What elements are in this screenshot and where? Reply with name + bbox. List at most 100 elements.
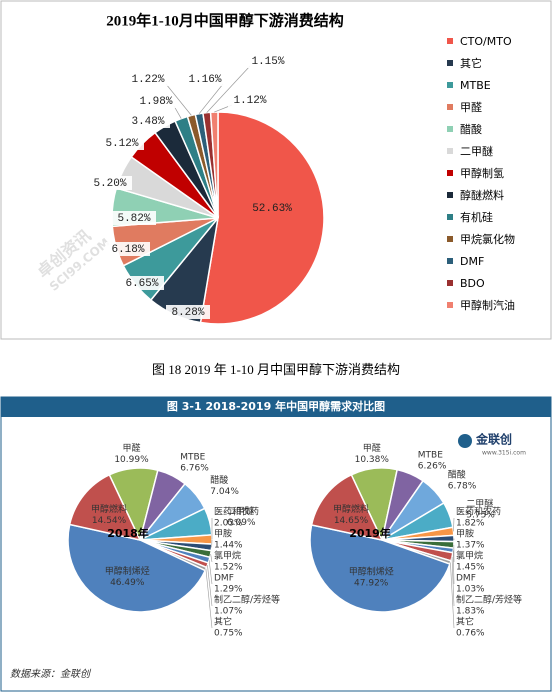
data-label-name: 其它 bbox=[214, 616, 232, 628]
data-label-name: 二甲醚 bbox=[227, 505, 254, 517]
data-label-value: 47.92% bbox=[354, 579, 389, 589]
data-label-value: 6.26% bbox=[418, 462, 447, 472]
legend-swatch bbox=[447, 214, 453, 220]
label-bg bbox=[88, 176, 132, 190]
leader-line bbox=[453, 517, 455, 532]
data-label: 6.65% bbox=[125, 278, 158, 290]
chart-title: 2019年1-10月中国甲醇下游消费结构 bbox=[106, 11, 344, 29]
data-label: 1.15% bbox=[251, 56, 284, 68]
legend-label: 甲烷氯化物 bbox=[460, 232, 515, 246]
data-label-name: 甲胺 bbox=[456, 528, 474, 540]
legend-swatch bbox=[447, 236, 453, 242]
label-bg bbox=[134, 94, 178, 108]
label-bg bbox=[112, 211, 156, 225]
data-label-value: 5.75% bbox=[466, 510, 495, 520]
data-label: 3.48% bbox=[131, 116, 164, 128]
data-label-value: 0.76% bbox=[456, 629, 485, 639]
data-label-name: MTBE bbox=[418, 451, 443, 461]
data-label: 1.16% bbox=[188, 74, 221, 86]
leader-line bbox=[205, 568, 213, 629]
legend-label: DMF bbox=[460, 255, 484, 268]
data-label-value: 1.29% bbox=[214, 585, 243, 595]
data-label: 52.63% bbox=[252, 203, 292, 215]
label-bg bbox=[126, 72, 170, 86]
legend-swatch bbox=[447, 60, 453, 66]
data-label: 5.82% bbox=[117, 213, 150, 225]
legend-swatch bbox=[447, 82, 453, 88]
legend-label: 二甲醚 bbox=[460, 144, 493, 158]
data-label-name: 甲醛 bbox=[122, 442, 140, 454]
data-label-value: 6.78% bbox=[448, 482, 477, 492]
leader-line bbox=[452, 550, 455, 585]
pie-slice bbox=[199, 111, 325, 325]
legend-swatch bbox=[447, 104, 453, 110]
legend-swatch bbox=[447, 38, 453, 44]
legend-swatch bbox=[447, 170, 453, 176]
data-label-name: 甲胺 bbox=[214, 528, 232, 540]
label-bg bbox=[100, 136, 144, 150]
legend-label: 甲醛 bbox=[460, 100, 482, 114]
data-label-name: 甲醇燃料 bbox=[91, 503, 127, 515]
data-label-name: 甲醇制烯烃 bbox=[349, 566, 394, 578]
data-label-value: 1.52% bbox=[214, 563, 243, 573]
data-label-value: 1.45% bbox=[456, 563, 485, 573]
data-label-value: 1.07% bbox=[214, 607, 243, 617]
label-bg bbox=[106, 242, 150, 256]
pie-slice bbox=[68, 473, 142, 542]
panel-header bbox=[1, 397, 551, 417]
leader-line bbox=[207, 565, 213, 607]
label-bg bbox=[126, 114, 170, 128]
data-label-value: 1.83% bbox=[456, 607, 485, 617]
logo-url: www.315i.com bbox=[482, 450, 526, 457]
data-label-value: 6.09% bbox=[227, 518, 256, 528]
legend-label: CTO/MTO bbox=[460, 35, 512, 48]
data-label-value: 14.54% bbox=[92, 516, 127, 526]
leader-line bbox=[210, 553, 213, 563]
data-label-value: 1.82% bbox=[456, 519, 485, 529]
pie-center-label: 2018年 bbox=[107, 526, 149, 540]
data-label-value: 46.49% bbox=[110, 578, 145, 588]
data-label-name: 其它 bbox=[456, 616, 474, 628]
leader-line bbox=[208, 560, 213, 585]
data-label-name: MTBE bbox=[180, 453, 205, 463]
data-label-value: 2.03% bbox=[214, 519, 243, 529]
data-label-value: 1.44% bbox=[214, 541, 243, 551]
label-bg bbox=[246, 54, 290, 68]
data-label: 6.18% bbox=[111, 244, 144, 256]
data-label-value: 14.65% bbox=[334, 516, 369, 526]
pie-slice bbox=[309, 524, 451, 613]
label-bg bbox=[166, 305, 210, 319]
data-label-value: 7.04% bbox=[210, 487, 239, 497]
data-label-name: 医药和农药 bbox=[456, 506, 501, 518]
legend-label: 醋酸 bbox=[460, 122, 482, 136]
legend-swatch bbox=[447, 148, 453, 154]
data-label-value: 10.38% bbox=[355, 455, 390, 465]
logo-icon bbox=[458, 434, 472, 448]
data-label: 1.22% bbox=[131, 74, 164, 86]
data-label-value: 10.99% bbox=[114, 455, 149, 465]
label-bg bbox=[228, 93, 272, 107]
legend-swatch bbox=[447, 302, 453, 308]
data-label-value: 6.76% bbox=[180, 464, 209, 474]
legend-swatch bbox=[447, 280, 453, 286]
panel-title: 图 3-1 2018-2019 年中国甲醇需求对比图 bbox=[167, 399, 385, 413]
pie-slice bbox=[67, 523, 207, 613]
leader-line bbox=[206, 65, 251, 113]
source: 数据来源：金联创 bbox=[10, 668, 92, 680]
data-label-name: 制乙二醇/芳烃等 bbox=[214, 594, 280, 606]
leader-line bbox=[451, 556, 455, 607]
data-label-name: 甲醇制烯烃 bbox=[105, 565, 150, 577]
leader-line bbox=[450, 562, 455, 629]
legend-label: 有机硅 bbox=[460, 210, 493, 224]
data-label-name: DMF bbox=[456, 574, 476, 584]
data-label-name: 制乙二醇/芳烃等 bbox=[456, 594, 522, 606]
data-label-name: 氯甲烷 bbox=[456, 550, 483, 562]
logo: 金联创 bbox=[475, 432, 512, 447]
pie-center-label: 2019年 bbox=[349, 526, 391, 540]
data-label-value: 1.03% bbox=[456, 585, 485, 595]
pie-slice bbox=[310, 473, 384, 542]
legend-swatch bbox=[447, 192, 453, 198]
legend-label: BDO bbox=[460, 277, 485, 290]
data-label-name: 甲醛 bbox=[363, 442, 381, 454]
